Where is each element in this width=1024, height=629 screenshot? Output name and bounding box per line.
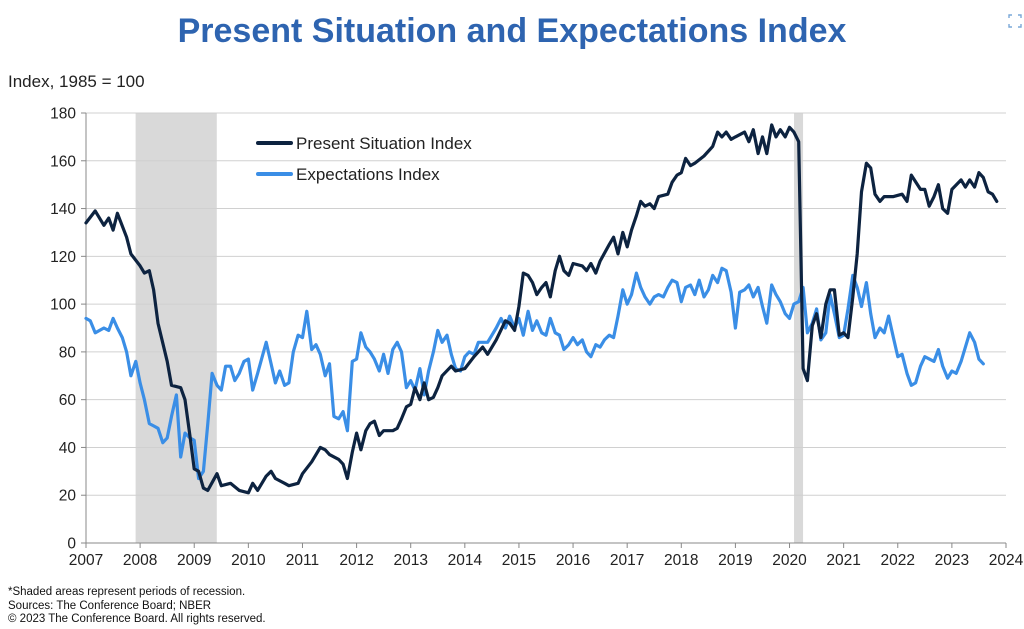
y-axis-label: Index, 1985 = 100 <box>8 72 145 91</box>
legend-present-situation: Present Situation Index <box>256 134 472 153</box>
y-tick-label-100: 100 <box>50 297 76 314</box>
expectations-line <box>84 266 985 481</box>
x-tick-label-2017: 2017 <box>610 552 644 569</box>
x-tick-label-2010: 2010 <box>231 552 266 569</box>
y-tick-label-80: 80 <box>59 344 77 361</box>
y-tick-label-60: 60 <box>59 392 77 409</box>
x-tick-label-2024: 2024 <box>989 552 1024 569</box>
x-tick-label-2020: 2020 <box>772 552 807 569</box>
expand-icon[interactable] <box>1006 12 1024 30</box>
legend: Present Situation Index Expectations Inde… <box>256 134 472 184</box>
recession-band-2 <box>794 113 804 543</box>
recession-shading-layer <box>135 113 804 543</box>
x-tick-label-2014: 2014 <box>448 552 483 569</box>
tick-labels: 0 20 40 60 80 100 120 140 160 180 2007 2008 2009 2010… <box>50 106 1023 570</box>
axes <box>81 112 1007 548</box>
recession-band-1 <box>135 113 217 543</box>
legend-present-situation-label: Present Situation Index <box>296 134 472 153</box>
y-tick-label-160: 160 <box>50 153 76 170</box>
line-chart: 0 20 40 60 80 100 120 140 160 180 2007 2008 2009 2010… <box>50 106 1023 570</box>
x-tick-label-2013: 2013 <box>393 552 427 569</box>
x-tick-label-2007: 2007 <box>69 552 103 569</box>
footnote-copyright: © 2023 The Conference Board. All rights … <box>8 613 266 625</box>
x-tick-label-2012: 2012 <box>339 552 373 569</box>
x-tick-label-2018: 2018 <box>664 552 698 569</box>
x-tick-label-2023: 2023 <box>935 552 969 569</box>
footnote-sources: Sources: The Conference Board; NBER <box>8 599 212 612</box>
legend-expectations: Expectations Index <box>256 165 440 184</box>
footnotes: *Shaded areas represent periods of reces… <box>8 586 266 627</box>
y-tick-label-40: 40 <box>59 440 77 457</box>
x-tick-label-2015: 2015 <box>502 552 536 569</box>
y-tick-label-180: 180 <box>50 106 76 123</box>
x-tick-label-2009: 2009 <box>177 552 211 569</box>
x-tick-label-2019: 2019 <box>718 552 752 569</box>
x-tick-label-2021: 2021 <box>826 552 860 569</box>
y-tick-label-20: 20 <box>59 488 77 505</box>
y-tick-label-140: 140 <box>50 201 76 218</box>
chart-title: Present Situation and Expectations Index <box>177 12 847 50</box>
legend-expectations-label: Expectations Index <box>296 165 440 184</box>
footnote-recession: *Shaded areas represent periods of reces… <box>8 586 246 598</box>
x-tick-label-2022: 2022 <box>881 552 915 569</box>
x-tick-label-2008: 2008 <box>123 552 157 569</box>
x-tick-label-2016: 2016 <box>556 552 590 569</box>
x-tick-label-2011: 2011 <box>286 552 319 569</box>
y-tick-label-120: 120 <box>50 249 76 266</box>
y-tick-label-0: 0 <box>67 536 76 553</box>
series-lines <box>84 123 999 495</box>
present-situation-line <box>84 123 999 495</box>
